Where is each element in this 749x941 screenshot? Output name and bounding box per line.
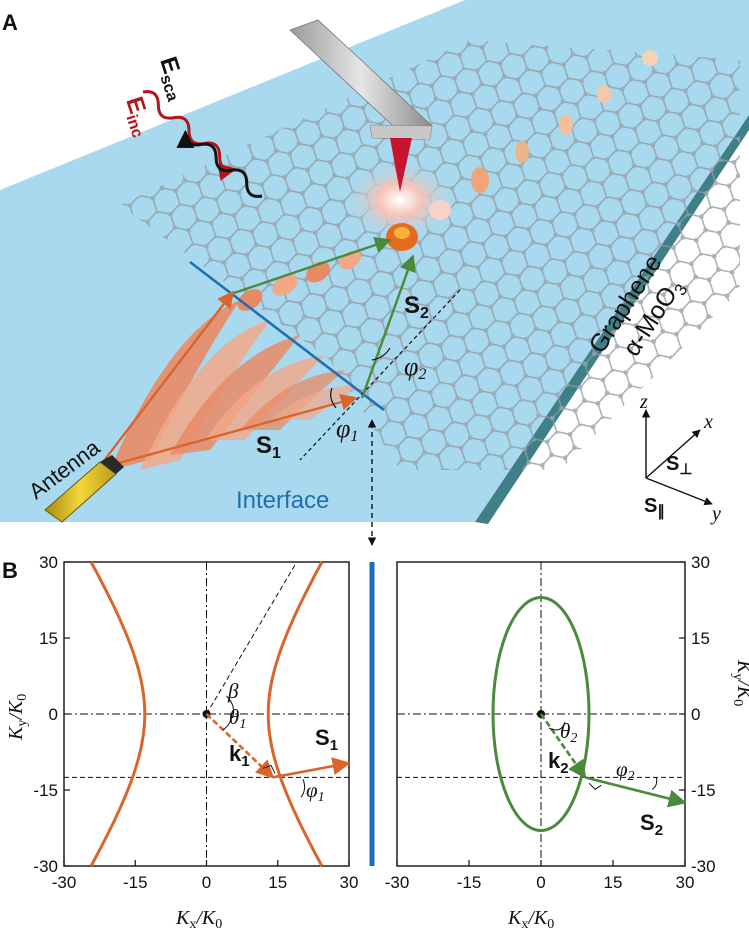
phi2-arc-b [651, 777, 658, 790]
hot-spot [345, 160, 455, 240]
right-plot-axes: -30 -15 0 15 30 30 15 0 -15 -30 [385, 553, 716, 892]
graphene-polariton-peaks [429, 50, 658, 220]
k1-vector [205, 713, 275, 779]
right-angle-mark-1 [262, 764, 276, 774]
s2-label: S2 [404, 292, 429, 322]
s1-vector-label: S1 [315, 725, 338, 754]
theta1-arc [222, 713, 232, 731]
right-plot-curves [491, 595, 687, 833]
panel-a: A [0, 0, 749, 546]
afm-tip [390, 138, 412, 192]
s1-vector [272, 757, 351, 779]
phi2-arc-a [371, 347, 391, 361]
right-xtick-label: 0 [536, 873, 545, 892]
phi2-label-b: φ2 [616, 757, 635, 784]
interface-normal [299, 289, 461, 461]
graphene-lattice [120, 40, 740, 470]
right-xlabel: Kx/K0 [507, 907, 554, 932]
right-ytick-label: 0 [691, 705, 700, 724]
left-ytick-label: 30 [39, 553, 58, 572]
ellipse-curve [491, 595, 591, 833]
left-xtick-label: 15 [268, 873, 287, 892]
right-xtick-label: 15 [604, 873, 623, 892]
left-xtick-label: 0 [202, 873, 211, 892]
panel-b: B -30 -15 0 15 30 30 15 0 -15 -30 β θ1 k1 S1 φ1 K… [2, 553, 749, 932]
s1-label: S1 [256, 432, 281, 462]
moo3-polariton-fringes [110, 300, 360, 470]
e-inc-label: Einc [117, 94, 158, 141]
right-ytick-label: -15 [691, 781, 716, 800]
right-ytick-label: 15 [691, 629, 710, 648]
right-ylabel: Ky/K0 [730, 659, 749, 706]
left-ytick-label: -30 [33, 857, 58, 876]
s2-vector [584, 776, 687, 808]
right-angle-mark-2 [588, 782, 602, 790]
k1-label: k1 [229, 741, 250, 770]
left-ylabel: Ky/K0 [5, 694, 30, 741]
theta1-label: θ1 [229, 705, 246, 732]
left-ytick-label: -15 [33, 781, 58, 800]
right-xtick-label: 30 [676, 873, 695, 892]
left-xtick-label: -15 [123, 873, 148, 892]
interface-line [189, 260, 385, 412]
left-plot-curves [89, 561, 351, 867]
hyperbola-left-branch [89, 561, 147, 867]
axis-x-label: x [703, 411, 713, 433]
interface-label: Interface [236, 487, 329, 514]
right-xtick-label: -15 [457, 873, 482, 892]
hyperbola-right-branch [266, 561, 324, 867]
focus-peak-core [394, 227, 410, 239]
afm-tip-base [369, 124, 433, 141]
asymptote-line [206, 561, 298, 715]
e-sca-wave [176, 129, 263, 198]
s2-vector-label: S2 [640, 810, 663, 839]
left-plot-axes: -30 -15 0 15 30 30 15 0 -15 -30 [33, 553, 358, 892]
right-ytick-label: -30 [691, 857, 716, 876]
s-parallel-label: S∥ [644, 495, 665, 520]
left-plot: -30 -15 0 15 30 30 15 0 -15 -30 β θ1 k1 S1 φ1 Ky/… [5, 553, 358, 932]
panel-a-label: A [2, 10, 18, 35]
s-perp-label: S⊥ [666, 453, 692, 478]
phi1-arc-b [300, 779, 306, 798]
left-xtick-label: 30 [340, 873, 359, 892]
left-xtick-label: -30 [52, 873, 77, 892]
antenna-tip [100, 455, 124, 474]
phi1-arc-a [330, 387, 337, 409]
right-ytick-label: 30 [691, 553, 710, 572]
axis-z-label: z [639, 391, 648, 413]
left-xlabel: Kx/K0 [175, 907, 222, 932]
right-xtick-label: -30 [385, 873, 410, 892]
right-plot: -30 -15 0 15 30 30 15 0 -15 -30 θ2 k2 φ2 S2 Ky/K0… [385, 553, 749, 932]
axis-y-label: y [710, 503, 721, 525]
k2-vector [539, 713, 587, 779]
ray-green-upper [233, 236, 392, 295]
beta-arc [226, 695, 235, 719]
phi1-label-a: φ1 [336, 414, 358, 445]
ray-green-lower [360, 254, 416, 399]
panel-b-label: B [2, 558, 18, 583]
k2-label: k2 [548, 748, 569, 777]
beta-label: β [227, 679, 239, 703]
theta2-arc [548, 721, 566, 731]
left-ytick-label: 0 [49, 705, 58, 724]
left-ytick-label: 15 [39, 629, 58, 648]
phi1-label-b: φ1 [306, 778, 325, 805]
ray-orange-upper [102, 290, 235, 463]
phi2-label-a: φ2 [404, 352, 426, 383]
coordinate-axes: z x y S⊥ S∥ [639, 391, 721, 525]
theta2-label: θ2 [560, 719, 577, 746]
ray-orange-lower [107, 393, 358, 468]
